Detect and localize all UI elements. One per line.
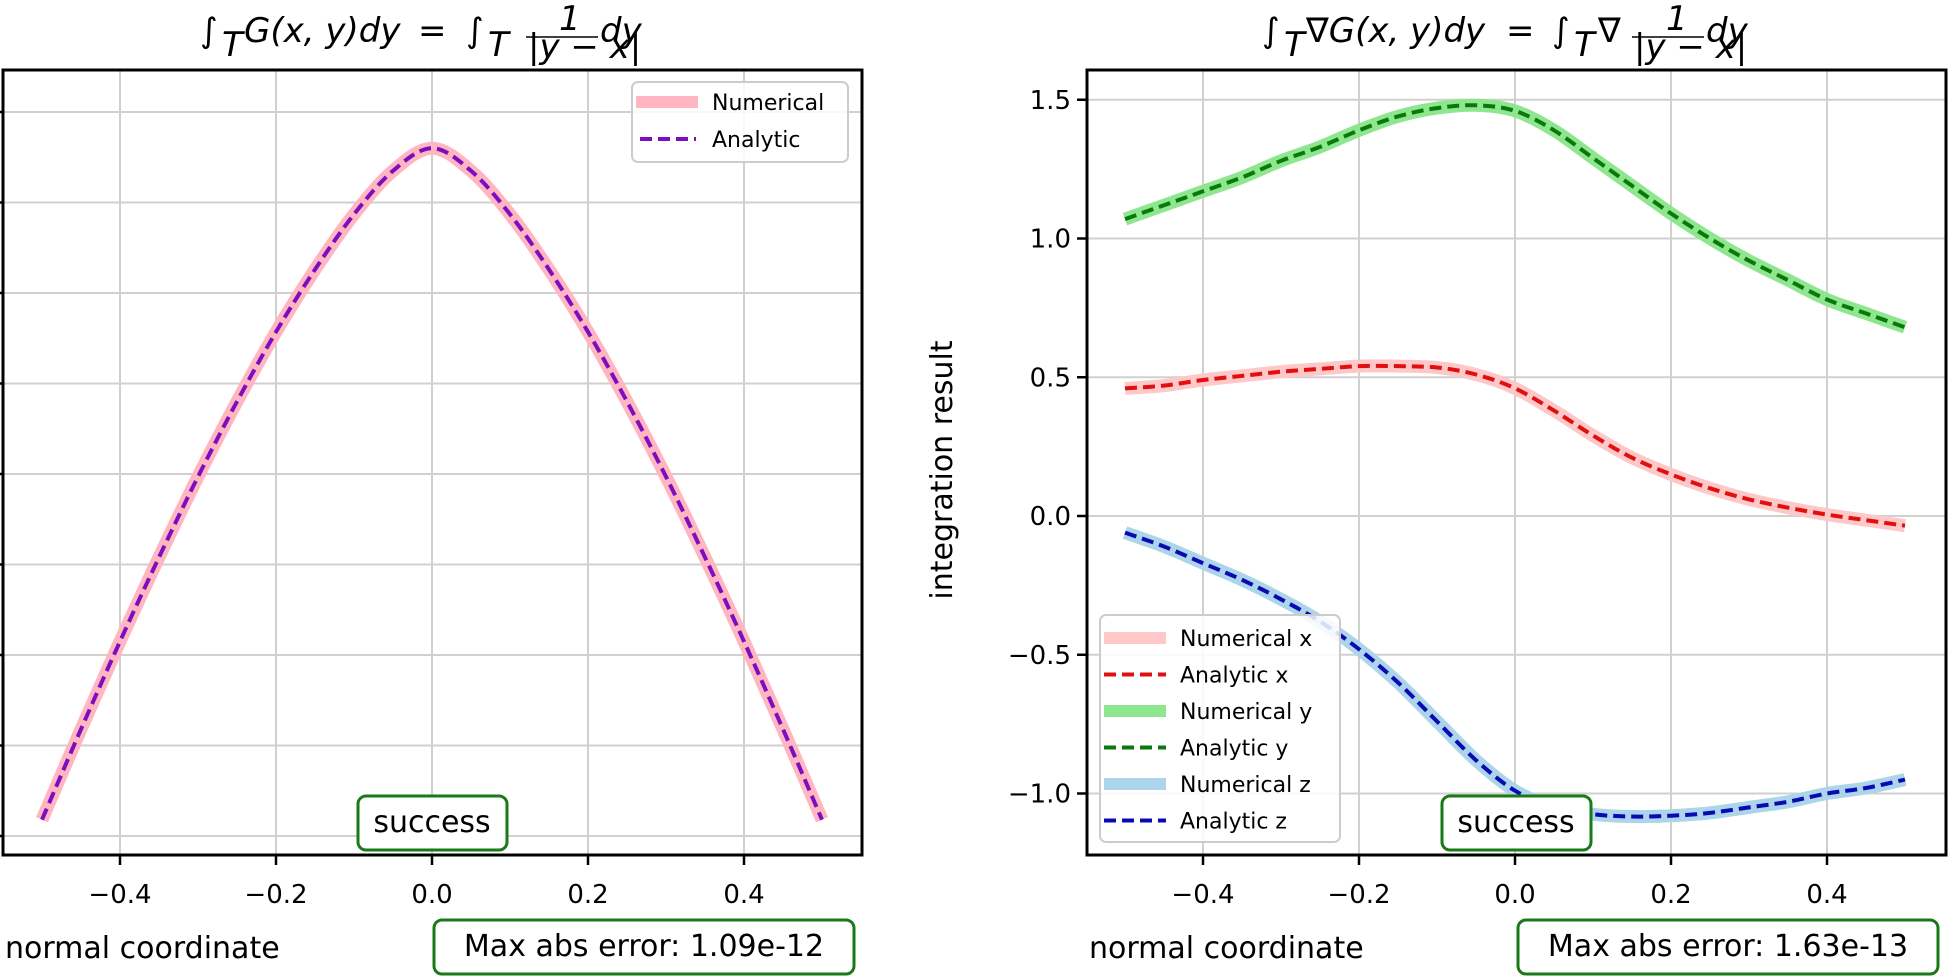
y-tick-label: −1.0 [1008,780,1071,810]
x-tick-label: 0.0 [1494,880,1535,910]
x-tick-label: 0.2 [567,880,608,910]
series-line-analytic-z [1124,530,1906,819]
right-panel: 1.5 1.0 0.5 0.0 −0.5 −1.0 −0.4 −0.2 0.0 0.2 0.4 ∫ … [925,0,1948,976]
left-title-integral2: ∫ [466,11,484,51]
series-line-analytic-y [1124,103,1906,330]
left-title-num: 1 [559,0,581,39]
right-lines [1122,98,1908,824]
left-title-integral: ∫ [200,11,218,51]
x-tick-label: 0.0 [411,880,452,910]
left-success-badge: success [356,794,509,852]
left-legend-label-numerical: Numerical [712,91,824,116]
right-title-tail: dy [1706,11,1749,51]
left-title-lhs: G(x, y)dy [244,11,401,51]
y-tick-label: 0.5 [1030,363,1071,393]
right-legend-label-numerical-y: Numerical y [1180,700,1312,725]
left-grid [3,70,862,855]
right-legend-label-analytic-z: Analytic z [1180,810,1287,835]
y-tick-label: 1.0 [1030,225,1071,255]
right-legend-label-analytic-x: Analytic x [1180,664,1288,689]
left-error-badge: Max abs error: 1.09e-12 [432,918,856,976]
right-success-box [1440,794,1593,852]
right-xlabel: normal coordinate [1089,931,1364,966]
left-title-den: |y − x| [528,27,641,67]
right-title-sub1: T [1284,25,1307,65]
left-title-tail: dy [600,11,643,51]
right-axes-frame [1085,68,1948,857]
left-success-box [356,794,509,852]
left-error-box [432,918,856,976]
left-title-sub2: T [488,25,511,65]
right-ticks: 1.5 1.0 0.5 0.0 −0.5 −1.0 −0.4 −0.2 0.0 0.2 0.4 [1008,86,1848,910]
right-title-num: 1 [1666,0,1688,39]
left-lines [36,141,828,823]
series-line-analytic [40,146,824,821]
right-legend-label-numerical-z: Numerical z [1180,773,1311,798]
right-error-box [1516,918,1940,976]
left-title: ∫ T G(x, y)dy = ∫ T 1 |y − x| dy [200,0,643,67]
left-xlabel: normal coordinate [5,931,280,966]
x-tick-label: −0.4 [1171,880,1234,910]
right-success-badge: success [1440,794,1593,852]
x-tick-label: 0.2 [1650,880,1691,910]
left-success-text: success [373,805,490,840]
left-legend: Numerical Analytic [631,81,849,163]
right-title: ∫ T ∇G(x, y)dy = ∫ T ∇ 1 |y − x| dy [1262,0,1749,67]
right-error-badge: Max abs error: 1.63e-13 [1516,918,1940,976]
left-ticks: −0.4 −0.2 0.0 0.2 0.4 [0,110,765,910]
series-line-analytic-x [1124,363,1906,528]
y-tick-label: 1.5 [1030,86,1071,116]
right-title-den: |y − x| [1634,27,1747,67]
left-error-text: Max abs error: 1.09e-12 [464,929,824,964]
right-title-sub2: T [1574,25,1597,65]
right-ylabel: integration result [925,340,960,599]
left-title-eq: = [418,11,447,51]
left-title-sub1: T [222,25,245,65]
right-title-integral2: ∫ [1552,11,1570,51]
right-legend-label-numerical-x: Numerical x [1180,627,1312,652]
x-tick-label: 0.4 [1806,880,1847,910]
right-success-text: success [1457,805,1574,840]
left-panel: −0.4 −0.2 0.0 0.2 0.4 ∫ T G(x, y)dy = ∫ T 1 … [0,0,864,976]
x-tick-label: 0.4 [723,880,764,910]
x-tick-label: −0.2 [1327,880,1390,910]
right-title-integral: ∫ [1262,11,1280,51]
y-tick-label: 0.0 [1030,502,1071,532]
x-tick-label: −0.2 [244,880,307,910]
right-legend-label-analytic-y: Analytic y [1180,737,1288,762]
right-title-lhs: ∇G(x, y)dy [1305,11,1486,51]
y-tick-label: −0.5 [1008,641,1071,671]
right-legend: Numerical x Analytic x Numerical y Analytic… [1099,614,1341,843]
right-title-eq: = [1506,11,1535,51]
x-tick-label: −0.4 [88,880,151,910]
right-error-text: Max abs error: 1.63e-13 [1548,929,1908,964]
left-legend-label-analytic: Analytic [712,128,800,153]
right-title-nabla: ∇ [1597,11,1621,51]
